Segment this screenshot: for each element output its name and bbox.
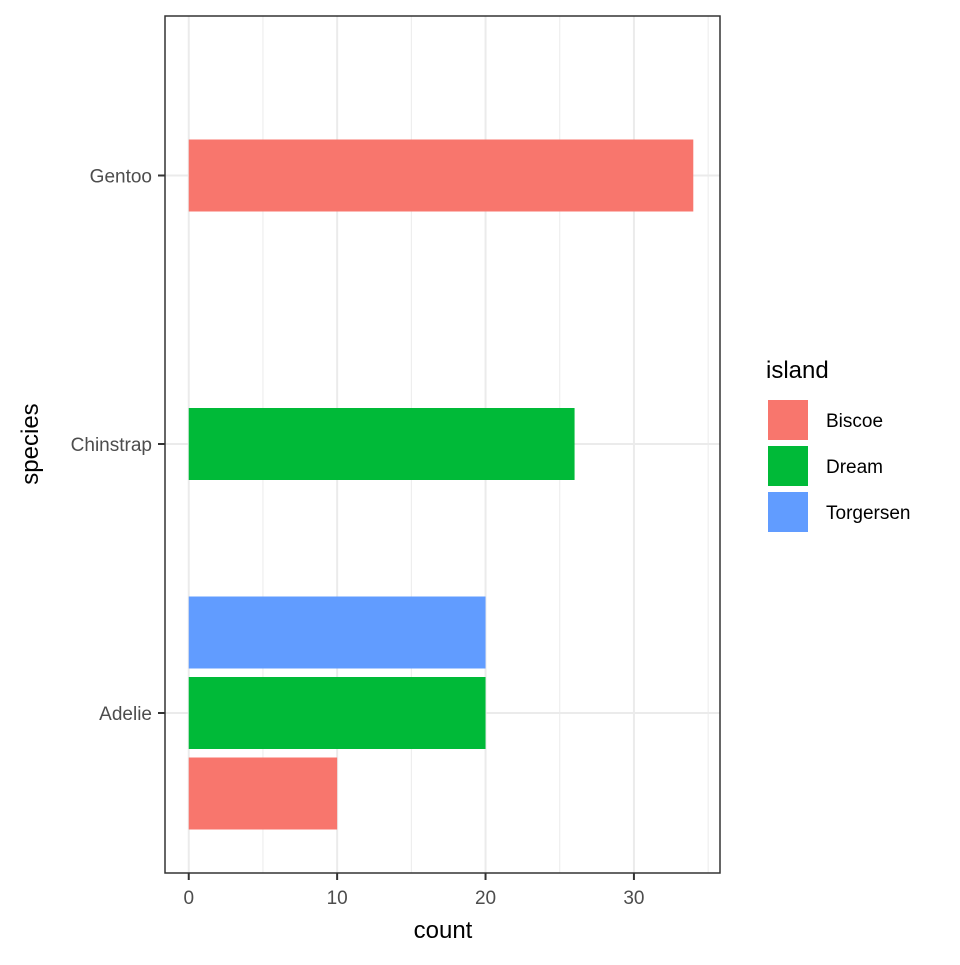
bar-adelie-biscoe [188, 757, 338, 830]
bar-gentoo-biscoe [188, 139, 694, 212]
legend-title: island [766, 357, 829, 384]
y-tick-label: Adelie [99, 704, 152, 725]
legend: island Biscoe Dream Torgersen [766, 357, 911, 534]
x-tick-label: 30 [623, 888, 644, 909]
x-tick-label: 10 [327, 888, 348, 909]
y-axis-title: species [17, 403, 44, 484]
legend-label-dream: Dream [826, 457, 883, 478]
legend-label-biscoe: Biscoe [826, 411, 883, 432]
bar-adelie-dream [188, 677, 486, 749]
legend-key-torgersen [768, 492, 808, 532]
x-tick-label: 20 [475, 888, 496, 909]
y-tick-label: Chinstrap [71, 435, 152, 456]
legend-key-biscoe [768, 400, 808, 440]
bar-chinstrap-dream [188, 408, 575, 480]
y-tick-label: Gentoo [90, 167, 152, 188]
x-axis: 0 10 20 30 [183, 873, 645, 909]
y-axis: Adelie Chinstrap Gentoo [71, 167, 165, 725]
legend-key-dream [768, 446, 808, 486]
x-tick-label: 0 [183, 888, 194, 909]
x-axis-title: count [414, 917, 473, 944]
bar-adelie-torgersen [188, 596, 486, 669]
legend-label-torgersen: Torgersen [826, 503, 911, 524]
bars [188, 139, 694, 830]
legend-items: Biscoe Dream Torgersen [766, 398, 911, 534]
